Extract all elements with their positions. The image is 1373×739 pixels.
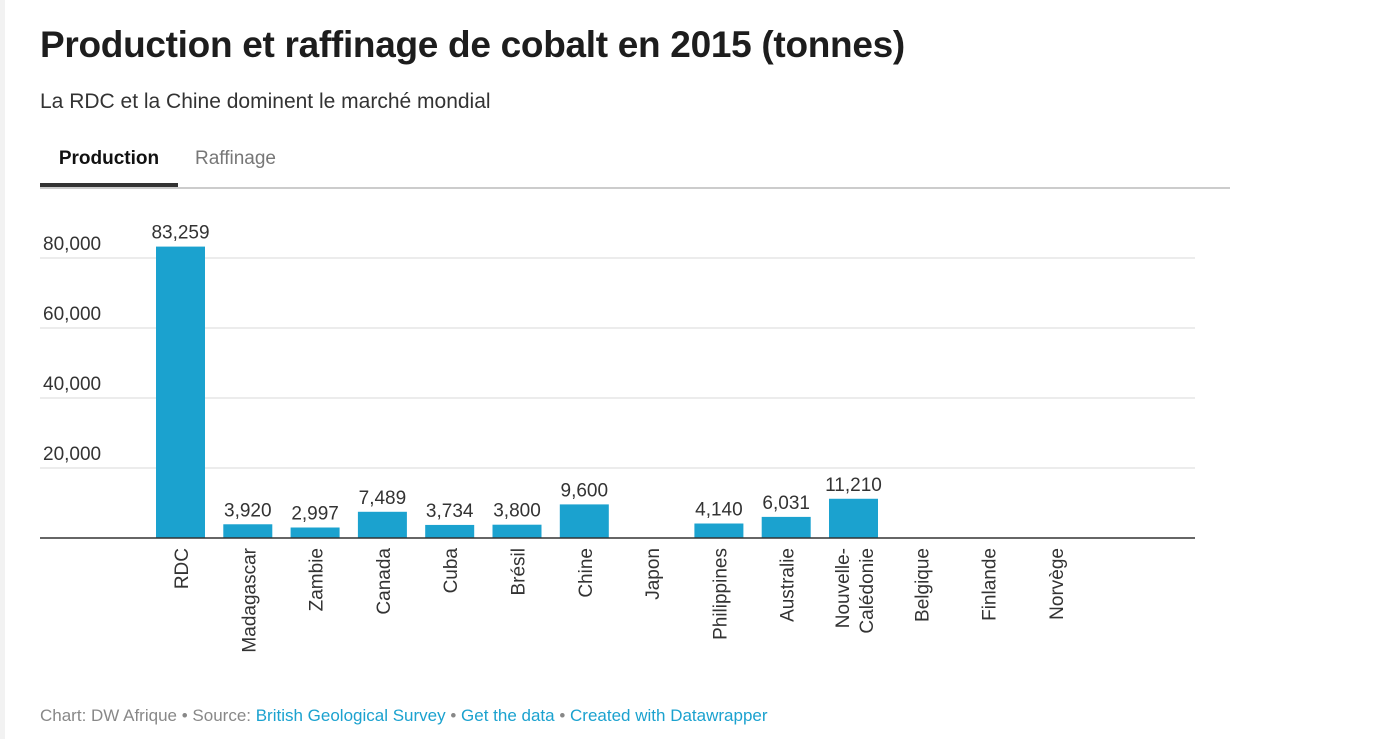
bar <box>290 527 340 538</box>
source-link[interactable]: British Geological Survey <box>255 706 446 725</box>
bar-value-label: 3,800 <box>493 501 541 522</box>
chart-subtitle: La RDC et la Chine dominent le marché mo… <box>40 90 491 113</box>
bar <box>223 524 273 538</box>
x-tick-label: Madagascar <box>239 547 260 652</box>
x-tick-label: Zambie <box>307 548 328 611</box>
x-tick-label: RDC <box>172 548 193 589</box>
bar-chart: 20,000 40,000 60,000 80,000 83,259 RDC 3,920 Ma… <box>40 223 1195 653</box>
x-tick-label: Belgique <box>912 548 933 622</box>
y-tick-label: 40,000 <box>43 374 101 395</box>
datawrapper-link[interactable]: Created with Datawrapper <box>570 706 768 725</box>
x-tick-label: Australie <box>778 548 799 622</box>
y-tick-label: 20,000 <box>43 444 101 465</box>
x-tick-label: Norvège <box>1047 548 1068 620</box>
bar-value-label: 11,210 <box>825 475 882 496</box>
x-tick-label: Canada <box>374 548 395 615</box>
bar-value-label: 2,997 <box>291 504 339 525</box>
x-tick-label: Calédonie <box>857 548 878 634</box>
chart-footer: Chart: DW Afrique • Source: British Geol… <box>40 706 768 726</box>
bar-value-label: 4,140 <box>695 500 743 521</box>
tab-raffinage[interactable]: Raffinage <box>195 148 276 169</box>
page-edge <box>0 0 5 739</box>
x-tick-label: Japon <box>643 548 664 600</box>
footer-separator: • <box>445 706 462 725</box>
x-tick-label: Brésil <box>509 548 530 596</box>
bar-value-label: 6,031 <box>762 493 810 514</box>
x-tick-label: Cuba <box>441 548 462 594</box>
bar-value-label: 7,489 <box>359 488 407 509</box>
footer-separator: • <box>554 706 571 725</box>
bar-value-label: 9,600 <box>561 480 609 501</box>
x-tick-label: Philippines <box>710 548 731 640</box>
bar <box>761 516 811 538</box>
bar <box>694 523 744 538</box>
bar <box>829 498 878 538</box>
bar <box>425 524 475 538</box>
bar <box>357 511 407 538</box>
bar <box>559 504 609 538</box>
chart-title: Production et raffinage de cobalt en 201… <box>40 24 905 65</box>
x-tick-label: Finlande <box>980 548 1001 621</box>
bar-value-label: 3,734 <box>426 501 474 522</box>
bar-value-label: 3,920 <box>224 500 272 521</box>
bar-value-label: 83,259 <box>151 223 209 244</box>
chart-credit: Chart: DW Afrique <box>40 706 177 725</box>
get-data-link[interactable]: Get the data <box>461 706 555 725</box>
footer-separator: • <box>177 706 193 725</box>
y-tick-label: 60,000 <box>43 304 101 325</box>
bar <box>156 246 205 538</box>
y-tick-label: 80,000 <box>43 234 101 255</box>
bar <box>492 524 542 538</box>
tab-production[interactable]: Production <box>40 136 178 187</box>
x-tick-label: Chine <box>576 548 597 598</box>
x-tick-label: Nouvelle- <box>833 548 854 628</box>
tab-bar: Production Raffinage <box>40 136 1230 189</box>
source-label: Source: <box>192 706 256 725</box>
